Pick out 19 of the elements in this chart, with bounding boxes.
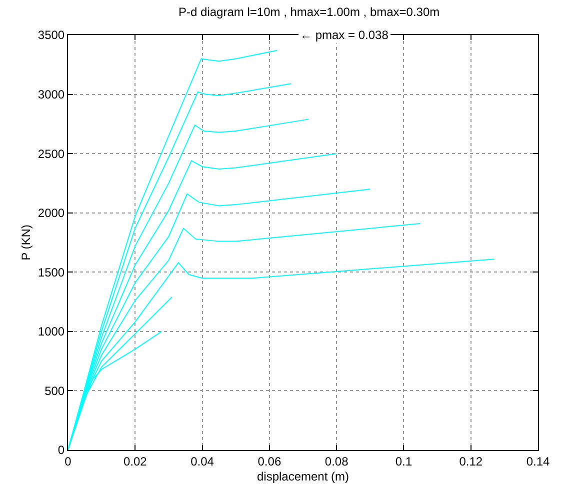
x-tick-label: 0.04 xyxy=(190,454,214,468)
x-tick-label: 0.08 xyxy=(324,454,349,468)
y-tick-label: 500 xyxy=(44,384,65,398)
y-tick-label: 1500 xyxy=(38,265,65,280)
x-tick-label: 0.06 xyxy=(258,454,282,468)
y-tick-label: 0 xyxy=(58,443,65,458)
x-tick-label: 0.12 xyxy=(459,454,483,468)
y-axis-title: P (KN) xyxy=(19,224,34,260)
x-tick-label: 0.02 xyxy=(123,454,148,468)
annotation: ← pmax = 0.038 xyxy=(300,28,389,42)
chart-title: P-d diagram l=10m , hmax=1.00m , bmax=0.30m xyxy=(178,4,440,19)
x-tick-label: 0.14 xyxy=(526,454,550,468)
y-tick-label: 3500 xyxy=(38,28,65,42)
y-tick-label: 1000 xyxy=(38,324,65,339)
y-tick-label: 3000 xyxy=(38,87,65,102)
y-tick-label: 2500 xyxy=(38,146,65,161)
x-axis-title: displacement (m) xyxy=(256,469,350,484)
y-tick-label: 2000 xyxy=(38,206,65,220)
x-tick-label: 0.1 xyxy=(395,454,412,468)
